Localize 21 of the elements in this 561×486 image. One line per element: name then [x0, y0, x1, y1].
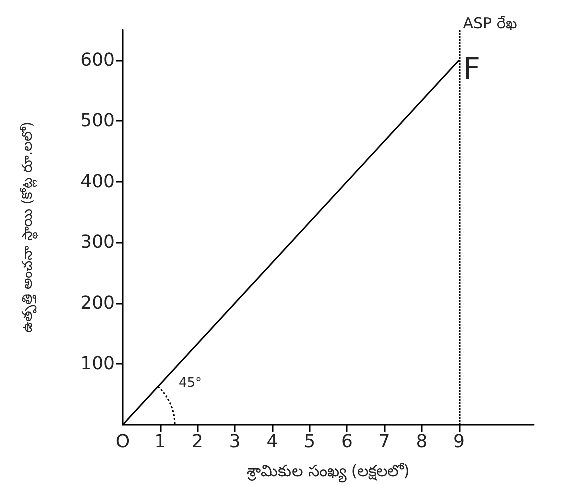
y-tick-label: 200 — [80, 292, 115, 314]
ref-line-label: ASP రేఖ — [463, 14, 517, 32]
x-tick-label: 9 — [454, 432, 465, 452]
y-tick-label: 100 — [80, 354, 115, 375]
x-tick-label: 5 — [304, 432, 316, 452]
annotation: F — [463, 52, 481, 87]
x-tick-label: 3 — [229, 432, 241, 452]
y-tick-label: 400 — [80, 171, 115, 192]
x-axis-title: శ్రామికుల సంఖ్య (లక్షలలో) — [247, 462, 410, 484]
x-tick-label: 1 — [154, 432, 166, 452]
x-tick-label: O — [116, 432, 130, 452]
y-axis-title: ఉత్పత్తి అంచనా స్థాయి (కోట్ల రూ.లలో) — [20, 122, 39, 334]
x-tick-label: 6 — [341, 432, 353, 452]
x-tick-label: 2 — [192, 432, 204, 452]
y-tick-label: 300 — [80, 232, 115, 254]
y-tick-label: 500 — [80, 110, 115, 132]
annotation: 45° — [179, 376, 202, 391]
y-tick-label: 600 — [80, 50, 115, 71]
x-tick-label: 4 — [266, 432, 278, 452]
x-tick-label: 8 — [416, 432, 428, 452]
x-tick-label: 7 — [378, 432, 390, 452]
